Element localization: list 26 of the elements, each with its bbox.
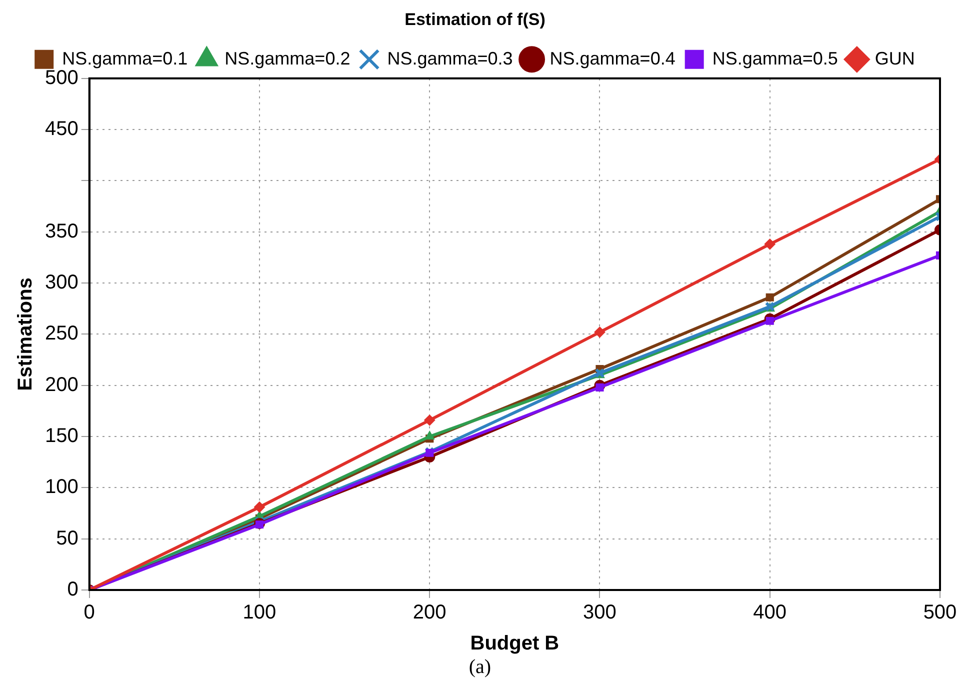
x-tick-label: 100 xyxy=(242,602,276,624)
legend-label: NS.gamma=0.1 xyxy=(62,48,188,68)
text: (a) xyxy=(468,656,492,679)
y-tick-label: 50 xyxy=(56,527,78,550)
x-tick-label: 0 xyxy=(84,602,95,624)
legend-label: NS.gamma=0.3 xyxy=(387,48,513,68)
x-tick-label: 200 xyxy=(412,602,446,624)
y-tick-label: 0 xyxy=(67,578,78,601)
legend-label: NS.gamma=0.2 xyxy=(224,48,350,68)
y-axis-title: Estimations xyxy=(14,278,37,391)
y-tick-label: 350 xyxy=(44,220,78,242)
legend-label: GUN xyxy=(874,48,915,68)
y-tick-label: 300 xyxy=(44,272,78,294)
y-tick-label: 150 xyxy=(44,425,78,448)
chart-title: Estimation of f(S) xyxy=(404,10,546,29)
y-tick-label: 450 xyxy=(44,118,78,140)
y-tick-label: 500 xyxy=(44,66,78,89)
x-tick-label: 400 xyxy=(753,602,787,624)
y-tick-label: 200 xyxy=(44,374,78,396)
y-tick-label: 100 xyxy=(44,476,78,498)
y-tick-label: 250 xyxy=(44,322,78,345)
legend-label: NS.gamma=0.5 xyxy=(712,48,838,68)
x-tick-label: 300 xyxy=(583,602,616,624)
x-axis-title: Budget B xyxy=(470,632,560,655)
x-tick-label: 500 xyxy=(923,602,957,624)
legend-label: NS.gamma=0.4 xyxy=(550,48,676,68)
